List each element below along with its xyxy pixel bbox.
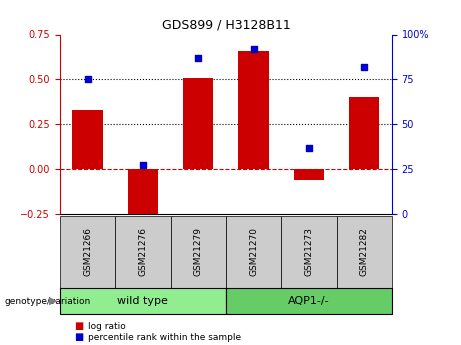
Text: AQP1-/-: AQP1-/- <box>288 296 330 306</box>
Text: percentile rank within the sample: percentile rank within the sample <box>88 333 241 342</box>
Text: GSM21282: GSM21282 <box>360 227 369 276</box>
Point <box>139 163 147 168</box>
Title: GDS899 / H3128B11: GDS899 / H3128B11 <box>161 19 290 32</box>
Point <box>84 77 91 82</box>
Bar <box>349 97 379 169</box>
Bar <box>183 78 213 169</box>
Text: GSM21266: GSM21266 <box>83 227 92 276</box>
Point <box>250 46 257 52</box>
Text: ▶: ▶ <box>49 296 58 306</box>
Text: log ratio: log ratio <box>88 322 125 331</box>
Bar <box>128 169 158 223</box>
Text: GSM21273: GSM21273 <box>304 227 313 276</box>
Text: genotype/variation: genotype/variation <box>5 296 91 306</box>
Text: wild type: wild type <box>118 296 168 306</box>
Text: GSM21270: GSM21270 <box>249 227 258 276</box>
Point <box>195 55 202 61</box>
Text: ■: ■ <box>74 321 83 331</box>
Text: GSM21276: GSM21276 <box>138 227 148 276</box>
Text: GSM21279: GSM21279 <box>194 227 203 276</box>
Bar <box>238 51 269 169</box>
Bar <box>72 110 103 169</box>
Point <box>361 64 368 70</box>
Bar <box>294 169 324 180</box>
Text: ■: ■ <box>74 333 83 342</box>
Point <box>305 145 313 150</box>
